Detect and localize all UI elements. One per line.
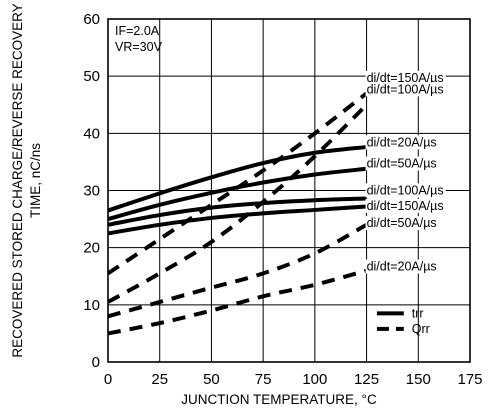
series-label: di/dt=100A/µs [367, 82, 444, 96]
series-label-background [365, 198, 446, 213]
series-label: di/dt=100A/µs [367, 183, 444, 197]
series-label-background [365, 82, 446, 97]
y-axis-title-line1: RECOVERED STORED CHARGE/REVERSE RECOVERY [10, 3, 25, 357]
series-label: di/dt=50A/µs [367, 156, 437, 170]
x-tick-label: 25 [151, 371, 168, 388]
plot-frame [107, 18, 471, 363]
series-label-background [365, 70, 446, 85]
series-label: di/dt=50A/µs [367, 216, 437, 230]
y-tick-label: 30 [83, 183, 100, 200]
y-axis-title-line2: TIME, nC/ns [28, 143, 43, 218]
series-qrr-line [107, 223, 368, 319]
series-label-background [365, 216, 439, 231]
series-label: di/dt=20A/µs [367, 135, 437, 149]
y-tick-label: 10 [83, 297, 100, 314]
x-axis-title: JUNCTION TEMPERATURE, °C [181, 392, 377, 407]
legend-label-qrr: Qrr [412, 322, 430, 336]
series-trr-line [107, 196, 367, 227]
y-tick-label: 40 [83, 125, 100, 142]
series-qrr-line [107, 268, 368, 336]
series-trr-line [107, 204, 367, 236]
legend-label-trr: trr [412, 306, 424, 320]
series-label: di/dt=150A/µs [367, 199, 444, 213]
series-label: di/dt=20A/µs [367, 260, 437, 274]
series-label-background [365, 259, 439, 274]
x-tick-label: 0 [104, 371, 112, 388]
x-tick-label: 125 [354, 371, 379, 388]
series-label: di/dt=150A/µs [367, 71, 444, 85]
series-label-background [365, 156, 439, 171]
series-trr-line [107, 166, 367, 222]
y-tick-label: 60 [83, 11, 100, 28]
x-tick-label: 150 [406, 371, 431, 388]
x-tick-label: 175 [457, 371, 482, 388]
x-tick-label: 100 [302, 371, 327, 388]
condition-if: IF=2.0A [115, 24, 160, 38]
condition-vr: VR=30V [115, 40, 163, 54]
y-tick-label: 50 [83, 68, 100, 85]
series-qrr-line [106, 91, 368, 276]
legend: trr Qrr [376, 306, 430, 336]
series-label-background [365, 183, 446, 198]
y-tick-label: 0 [92, 354, 100, 371]
series-label-background [365, 135, 439, 150]
series-qrr-line [107, 103, 368, 304]
y-tick-label: 20 [83, 240, 100, 257]
x-tick-label: 50 [203, 371, 220, 388]
test-conditions: IF=2.0A VR=30V [115, 24, 163, 54]
series-trr-line [107, 145, 367, 213]
x-tick-label: 75 [255, 371, 272, 388]
